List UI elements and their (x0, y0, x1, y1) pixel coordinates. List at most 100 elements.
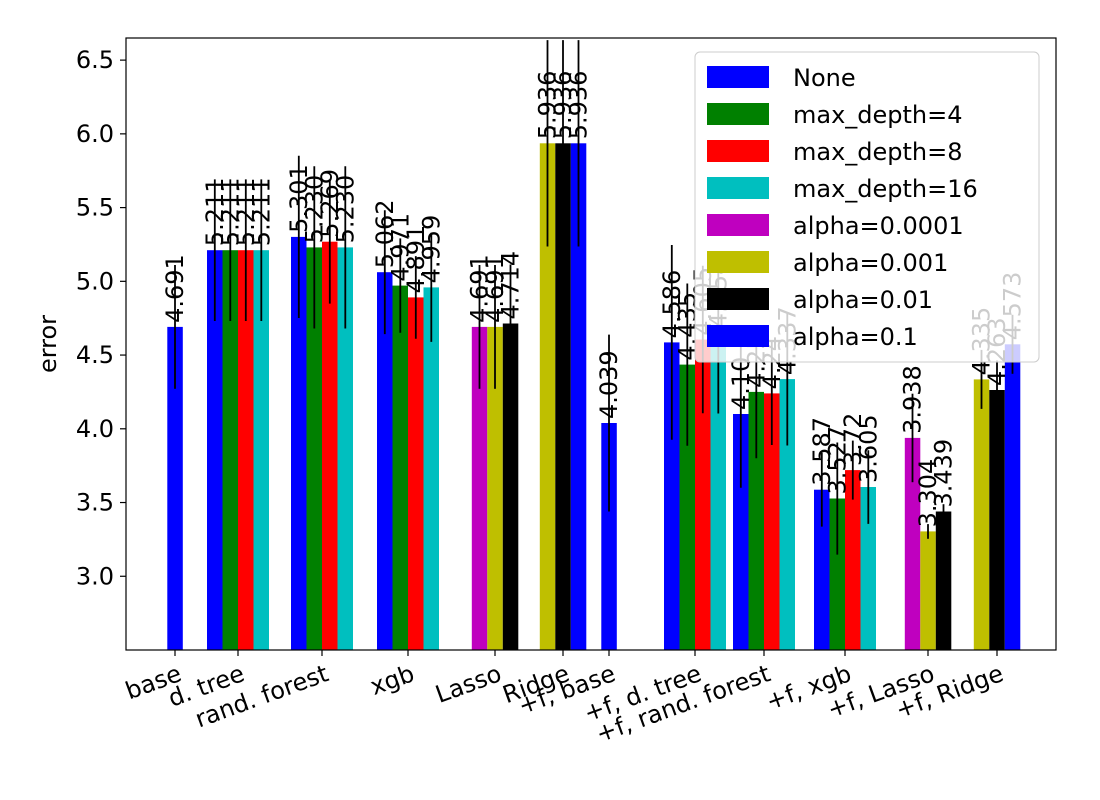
bar (664, 342, 680, 650)
bar-value-label: 3.72 (839, 413, 867, 466)
bar (1004, 344, 1021, 650)
y-tick-label: 4.5 (76, 341, 114, 369)
bar (555, 143, 571, 651)
bar-value-label: 4.691 (161, 254, 189, 323)
bar (920, 531, 936, 650)
legend-swatch (707, 325, 769, 347)
bar-value-label: 5.936 (549, 71, 577, 140)
bar-value-label: 5.936 (565, 71, 593, 140)
x-tick-label: Lasso (432, 659, 505, 708)
bar-value-label: 5.269 (316, 169, 344, 238)
legend-label: alpha=0.1 (793, 323, 918, 351)
bar (253, 250, 269, 650)
bar (487, 326, 503, 650)
y-axis-title: error (34, 315, 62, 373)
bar (423, 287, 439, 650)
bar-value-label: 5.062 (371, 199, 399, 268)
bar (973, 379, 990, 650)
legend-swatch (707, 103, 769, 125)
bar (392, 285, 408, 650)
bar (733, 414, 749, 650)
bar (207, 250, 223, 650)
bar (322, 241, 338, 650)
bar-value-label: 3.587 (808, 417, 836, 486)
plot-frame (125, 37, 1057, 651)
bar (748, 391, 764, 650)
bar-value-label: 4.691 (481, 254, 509, 323)
bar-value-label: 3.527 (823, 426, 851, 495)
bar (601, 423, 617, 650)
bar (222, 250, 238, 650)
bar-value-label: 5.211 (201, 177, 229, 246)
legend-swatch (707, 140, 769, 162)
bar (904, 437, 921, 650)
bar-value-label: 5.301 (285, 164, 313, 233)
legend-swatch (707, 288, 769, 310)
bar (471, 326, 488, 650)
bar-value-label: 5.230 (300, 175, 328, 244)
legend-swatch (707, 66, 769, 88)
bar (570, 143, 587, 651)
y-tick-label: 3.5 (76, 489, 114, 517)
y-tick-label: 4.0 (76, 415, 114, 443)
legend-label: alpha=0.01 (793, 286, 933, 314)
legend-label: max_depth=16 (793, 175, 978, 203)
bar-value-label: 3.938 (899, 365, 927, 434)
bar (779, 379, 795, 650)
bar-value-label: 4.714 (497, 251, 525, 320)
bar-value-label: 4.10 (727, 357, 755, 410)
legend-label: alpha=0.001 (793, 249, 948, 277)
y-tick-label: 3.0 (76, 562, 114, 590)
y-axis: 3.0 3.5 4.0 4.5 5.0 5.5 6.0 6.5 (76, 46, 126, 590)
error-bars-layer (174, 40, 1014, 555)
legend-swatch (707, 251, 769, 273)
bar-value-label: 4.971 (386, 213, 414, 282)
y-tick-label: 6.0 (76, 120, 114, 148)
bar (935, 511, 952, 650)
bar (306, 247, 322, 650)
bar (845, 470, 861, 650)
legend: None max_depth=4 max_depth=8 max_depth=16al… (694, 51, 1040, 363)
bar-value-label: 5.936 (534, 71, 562, 140)
bar (408, 297, 424, 650)
x-tick-label: xgb (366, 659, 418, 701)
bar (814, 489, 830, 650)
bar-value-label: 4.891 (402, 225, 430, 294)
legend-swatch (707, 214, 769, 236)
bar (710, 332, 726, 650)
bar (695, 339, 711, 650)
bar-value-label: 3.605 (854, 414, 882, 483)
y-tick-label: 6.5 (76, 46, 114, 74)
bar (989, 390, 1005, 650)
bar-value-label: 4.691 (466, 254, 494, 323)
bar (679, 364, 695, 650)
y-tick-label: 5.5 (76, 194, 114, 222)
bar (337, 247, 353, 650)
bar-value-label: 3.304 (914, 459, 942, 528)
bar-value-label: 3.439 (930, 439, 958, 508)
legend-label: alpha=0.0001 (793, 212, 964, 240)
bar-value-label: 5.211 (247, 177, 275, 246)
bar (377, 272, 393, 650)
bar (238, 250, 254, 650)
bar-value-label: 5.211 (216, 177, 244, 246)
bar (167, 326, 183, 650)
bar-value-label: 5.230 (331, 175, 359, 244)
bar (291, 236, 307, 650)
bar (764, 393, 780, 650)
bar (502, 323, 519, 650)
bar-value-label: 4.959 (417, 215, 445, 284)
bars-layer (167, 143, 1021, 651)
bar (860, 487, 876, 650)
bar (829, 498, 845, 650)
bar (539, 143, 556, 651)
bar-value-label: 4.586 (658, 270, 686, 339)
bar-value-label: 5.211 (232, 177, 260, 246)
legend-label: max_depth=4 (793, 101, 963, 129)
y-tick-label: 5.0 (76, 267, 114, 295)
legend-label: None (793, 64, 856, 92)
bar-value-label: 4.039 (595, 350, 623, 419)
